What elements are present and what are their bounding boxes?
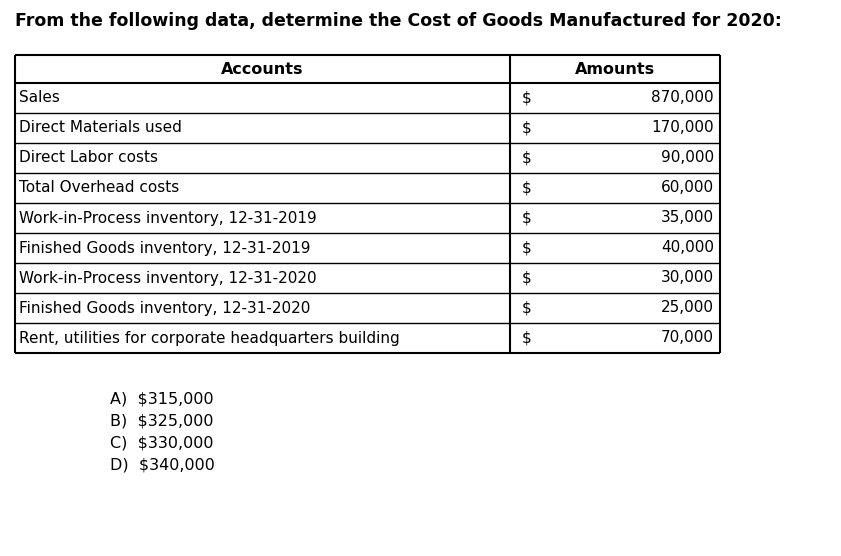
Text: Amounts: Amounts xyxy=(575,62,655,77)
Text: Total Overhead costs: Total Overhead costs xyxy=(19,181,179,196)
Text: Sales: Sales xyxy=(19,91,60,106)
Text: Work-in-Process inventory, 12-31-2020: Work-in-Process inventory, 12-31-2020 xyxy=(19,271,316,285)
Text: 60,000: 60,000 xyxy=(661,181,714,196)
Text: 70,000: 70,000 xyxy=(661,330,714,345)
Text: $: $ xyxy=(522,330,532,345)
Text: $: $ xyxy=(522,151,532,166)
Text: $: $ xyxy=(522,211,532,226)
Text: A)  $315,000: A) $315,000 xyxy=(110,391,214,406)
Text: Direct Labor costs: Direct Labor costs xyxy=(19,151,158,166)
Text: Direct Materials used: Direct Materials used xyxy=(19,121,182,136)
Text: 35,000: 35,000 xyxy=(661,211,714,226)
Text: 25,000: 25,000 xyxy=(661,300,714,315)
Text: Finished Goods inventory, 12-31-2020: Finished Goods inventory, 12-31-2020 xyxy=(19,300,310,315)
Text: Finished Goods inventory, 12-31-2019: Finished Goods inventory, 12-31-2019 xyxy=(19,241,310,256)
Text: Work-in-Process inventory, 12-31-2019: Work-in-Process inventory, 12-31-2019 xyxy=(19,211,317,226)
Text: 170,000: 170,000 xyxy=(652,121,714,136)
Text: $: $ xyxy=(522,300,532,315)
Text: $: $ xyxy=(522,121,532,136)
Text: $: $ xyxy=(522,271,532,285)
Text: C)  $330,000: C) $330,000 xyxy=(110,435,214,450)
Text: 30,000: 30,000 xyxy=(661,271,714,285)
Text: Rent, utilities for corporate headquarters building: Rent, utilities for corporate headquarte… xyxy=(19,330,399,345)
Text: Accounts: Accounts xyxy=(221,62,304,77)
Text: 40,000: 40,000 xyxy=(661,241,714,256)
Text: 90,000: 90,000 xyxy=(661,151,714,166)
Text: From the following data, determine the Cost of Goods Manufactured for 2020:: From the following data, determine the C… xyxy=(15,12,782,30)
Text: 870,000: 870,000 xyxy=(652,91,714,106)
Text: $: $ xyxy=(522,241,532,256)
Text: B)  $325,000: B) $325,000 xyxy=(110,413,214,428)
Text: $: $ xyxy=(522,181,532,196)
Text: D)  $340,000: D) $340,000 xyxy=(110,457,214,472)
Text: $: $ xyxy=(522,91,532,106)
